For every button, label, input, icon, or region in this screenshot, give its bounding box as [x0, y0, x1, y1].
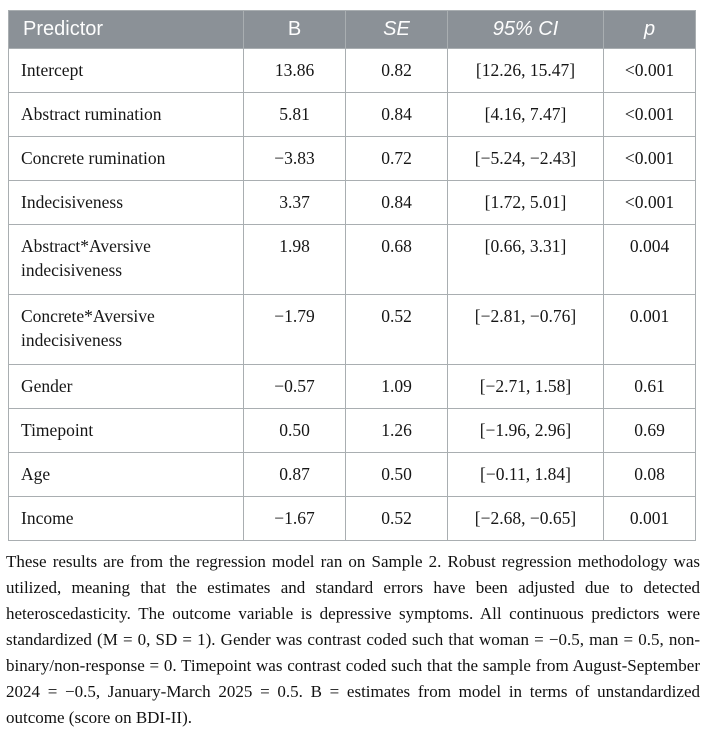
cell-se: 1.26	[345, 408, 448, 453]
cell-predictor: Abstract*Aversive indecisiveness	[8, 224, 244, 295]
table-row-timepoint: Timepoint 0.50 1.26 [−1.96, 2.96] 0.69	[8, 408, 696, 453]
table-row-age: Age 0.87 0.50 [−0.11, 1.84] 0.08	[8, 452, 696, 497]
cell-p: <0.001	[603, 48, 696, 93]
cell-predictor: Abstract rumination	[8, 92, 244, 137]
table-row-income: Income −1.67 0.52 [−2.68, −0.65] 0.001	[8, 496, 696, 541]
cell-ci: [−5.24, −2.43]	[447, 136, 604, 181]
cell-b: −1.79	[243, 294, 346, 365]
cell-predictor: Income	[8, 496, 244, 541]
cell-p: 0.61	[603, 364, 696, 409]
column-header-p: p	[603, 10, 696, 49]
cell-se: 0.52	[345, 294, 448, 365]
cell-predictor: Concrete*Aversive indecisiveness	[8, 294, 244, 365]
cell-ci: [0.66, 3.31]	[447, 224, 604, 295]
cell-ci: [−1.96, 2.96]	[447, 408, 604, 453]
cell-p: <0.001	[603, 92, 696, 137]
cell-b: −3.83	[243, 136, 346, 181]
cell-b: −0.57	[243, 364, 346, 409]
cell-p: <0.001	[603, 180, 696, 225]
cell-predictor: Age	[8, 452, 244, 497]
cell-p: 0.69	[603, 408, 696, 453]
cell-predictor: Intercept	[8, 48, 244, 93]
cell-se: 0.50	[345, 452, 448, 497]
column-header-ci: 95% CI	[447, 10, 604, 49]
cell-b: 0.50	[243, 408, 346, 453]
cell-ci: [−2.81, −0.76]	[447, 294, 604, 365]
table-row-concrete-aversive: Concrete*Aversive indecisiveness −1.79 0…	[8, 294, 696, 365]
cell-ci: [4.16, 7.47]	[447, 92, 604, 137]
header-row: Predictor B SE 95% CI p	[8, 10, 696, 49]
cell-b: 1.98	[243, 224, 346, 295]
cell-predictor: Concrete rumination	[8, 136, 244, 181]
cell-se: 0.68	[345, 224, 448, 295]
cell-b: 0.87	[243, 452, 346, 497]
column-header-se: SE	[345, 10, 448, 49]
cell-b: 3.37	[243, 180, 346, 225]
cell-b: −1.67	[243, 496, 346, 541]
table-row-abstract-aversive: Abstract*Aversive indecisiveness 1.98 0.…	[8, 224, 696, 295]
cell-predictor: Indecisiveness	[8, 180, 244, 225]
regression-results-table: Predictor B SE 95% CI p Intercept 13.86 …	[8, 10, 696, 541]
column-header-b: B	[243, 10, 346, 49]
cell-ci: [−2.71, 1.58]	[447, 364, 604, 409]
cell-p: <0.001	[603, 136, 696, 181]
cell-b: 13.86	[243, 48, 346, 93]
table-footnote: These results are from the regression mo…	[6, 552, 700, 727]
cell-se: 1.09	[345, 364, 448, 409]
table-row-indecisiveness: Indecisiveness 3.37 0.84 [1.72, 5.01] <0…	[8, 180, 696, 225]
cell-p: 0.08	[603, 452, 696, 497]
table-row-concrete-rumination: Concrete rumination −3.83 0.72 [−5.24, −…	[8, 136, 696, 181]
table-row-intercept: Intercept 13.86 0.82 [12.26, 15.47] <0.0…	[8, 48, 696, 93]
cell-se: 0.84	[345, 92, 448, 137]
cell-se: 0.84	[345, 180, 448, 225]
cell-predictor: Gender	[8, 364, 244, 409]
table-row-abstract-rumination: Abstract rumination 5.81 0.84 [4.16, 7.4…	[8, 92, 696, 137]
table-header: Predictor B SE 95% CI p	[8, 10, 696, 49]
cell-p: 0.001	[603, 496, 696, 541]
table-body: Intercept 13.86 0.82 [12.26, 15.47] <0.0…	[8, 48, 696, 541]
cell-ci: [12.26, 15.47]	[447, 48, 604, 93]
cell-p: 0.001	[603, 294, 696, 365]
cell-se: 0.82	[345, 48, 448, 93]
cell-se: 0.72	[345, 136, 448, 181]
table-row-gender: Gender −0.57 1.09 [−2.71, 1.58] 0.61	[8, 364, 696, 409]
cell-ci: [−0.11, 1.84]	[447, 452, 604, 497]
cell-b: 5.81	[243, 92, 346, 137]
cell-p: 0.004	[603, 224, 696, 295]
column-header-predictor: Predictor	[8, 10, 244, 49]
cell-se: 0.52	[345, 496, 448, 541]
cell-ci: [1.72, 5.01]	[447, 180, 604, 225]
cell-predictor: Timepoint	[8, 408, 244, 453]
cell-ci: [−2.68, −0.65]	[447, 496, 604, 541]
